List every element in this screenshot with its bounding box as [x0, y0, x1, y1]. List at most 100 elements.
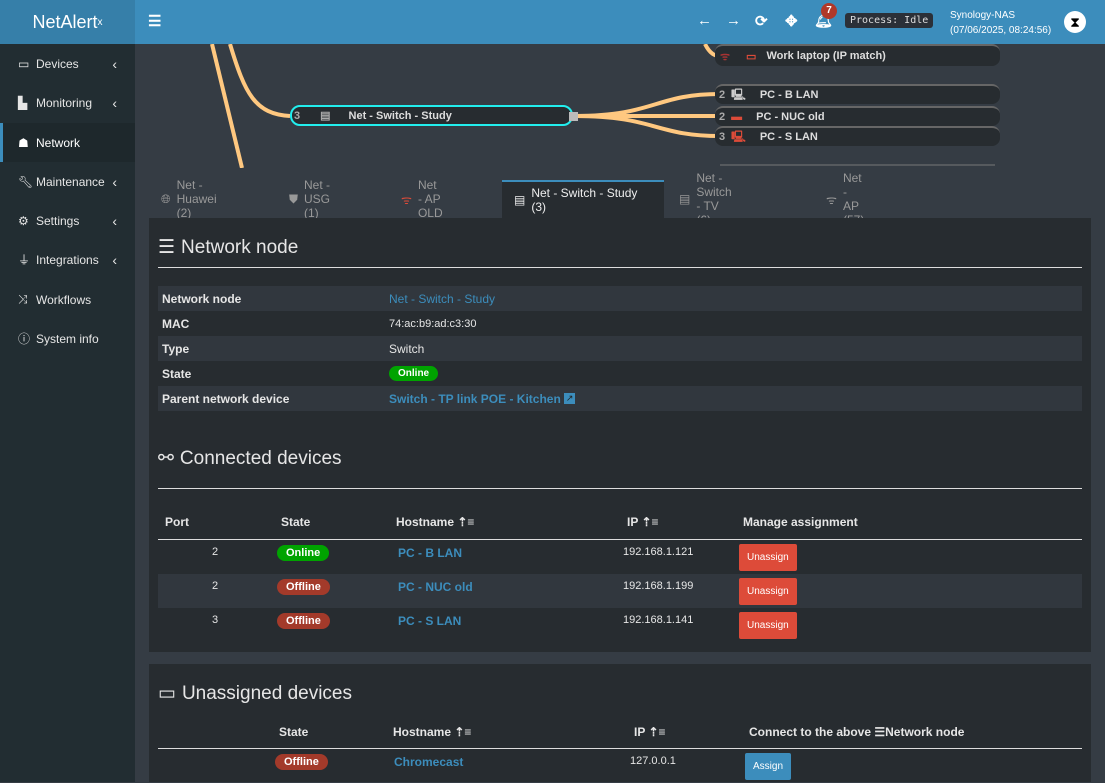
section-title: ⚯ Connected devices — [158, 447, 342, 470]
gear-icon: ⚙ — [18, 213, 29, 228]
sidebar-item-monitoring[interactable]: ▙ Monitoring ‹ — [0, 83, 135, 122]
sidebar-item-label: Integrations — [36, 252, 99, 267]
shield-icon: ⛊ — [289, 191, 299, 206]
process-status: Process: Idle — [845, 13, 934, 28]
chevron-left-icon: ‹ — [112, 55, 117, 72]
external-link-icon[interactable]: ↗ — [563, 393, 576, 404]
network-node-link[interactable]: Net - Switch - Study — [389, 291, 496, 306]
tab-net-usg[interactable]: ⛊ Net - USG (1) — [277, 178, 342, 220]
desktop-icon: 🖳︎ — [731, 88, 746, 101]
column-header-ip[interactable]: IP ⇡≡ — [634, 725, 666, 739]
column-header-state[interactable]: State — [279, 725, 309, 739]
tree-node-label: PC - S LAN — [759, 131, 818, 143]
forward-arrow-icon[interactable]: → — [726, 12, 741, 29]
parent-device-link[interactable]: Switch - TP link POE - Kitchen — [389, 391, 561, 406]
refresh-icon[interactable]: ⟳ — [755, 13, 768, 30]
tab-label: Net - Huawei (2) — [176, 178, 217, 220]
sidebar-item-network[interactable]: ☗ Network — [0, 123, 135, 162]
detail-row: Network node Net - Switch - Study — [158, 286, 1082, 311]
chevron-left-icon: ‹ — [112, 212, 117, 229]
port-cell: 2 — [212, 580, 219, 592]
table-header-divider — [158, 748, 1082, 749]
sidebar-item-workflows[interactable]: ⤨ Workflows — [0, 280, 135, 319]
hostname-link[interactable]: Chromecast — [394, 755, 464, 769]
table-row: Offline Chromecast 127.0.0.1 Assign — [158, 749, 1082, 783]
sidebar-item-maintenance[interactable]: 🔧︎ Maintenance ‹ — [0, 162, 135, 201]
back-arrow-icon[interactable]: ← — [697, 12, 712, 29]
table-row: 3 Offline PC - S LAN 192.168.1.141 Unassign — [158, 608, 1082, 642]
status-badge: Offline — [277, 613, 330, 629]
ip-cell: 192.168.1.199 — [623, 580, 694, 592]
sidebar-item-devices[interactable]: ▭ Devices ‹ — [0, 44, 135, 83]
move-icon[interactable]: ✥ — [785, 13, 798, 30]
table-row: 2 Offline PC - NUC old 192.168.1.199 Unassig… — [158, 574, 1082, 608]
tree-node-child[interactable]: 2 ▬ PC - NUC old — [715, 106, 1000, 126]
status-badge: Online — [277, 545, 330, 561]
sort-icon: ⇡≡ — [457, 515, 475, 529]
tab-net-switch-study[interactable]: ▤ Net - Switch - Study (3) — [502, 180, 664, 218]
table-header-divider — [158, 539, 1082, 540]
tree-node-label: PC - NUC old — [756, 111, 825, 123]
tree-node-label: PC - B LAN — [759, 89, 819, 101]
collapse-handle[interactable] — [569, 112, 578, 121]
tab-net-ap-old[interactable]: ᯤ Net - AP OLD — [389, 178, 455, 220]
server-name: Synology-NAS — [950, 10, 1016, 21]
column-header-hostname[interactable]: Hostname ⇡≡ — [396, 515, 474, 529]
tree-node-child[interactable]: 2 🖳︎ PC - B LAN — [715, 84, 1000, 104]
switch-icon: ▤ — [320, 110, 331, 122]
section-title: ☰ Network node — [158, 236, 298, 259]
column-header-manage: Manage assignment — [743, 515, 858, 529]
sidebar: ▭ Devices ‹ ▙ Monitoring ‹ ☗ Network 🔧︎ Mainte… — [0, 44, 135, 782]
hostname-link[interactable]: PC - B LAN — [398, 546, 462, 560]
sidebar-item-settings[interactable]: ⚙ Settings ‹ — [0, 201, 135, 240]
unassign-button[interactable]: Unassign — [739, 578, 797, 605]
header-label: Network node — [885, 725, 965, 739]
column-header-port[interactable]: Port — [165, 515, 189, 529]
user-avatar[interactable]: ⧗ — [1064, 11, 1086, 33]
status-badge: Offline — [275, 754, 328, 770]
sidebar-item-integrations[interactable]: ⏚ Integrations ‹ — [0, 240, 135, 279]
server-datetime: (07/06/2025, 08:24:56) — [950, 25, 1052, 36]
type-value: Switch — [389, 341, 425, 356]
tree-node-selected[interactable]: 3 ▤ Net - Switch - Study — [290, 105, 573, 126]
chart-icon: ▙ — [18, 95, 28, 110]
wifi-icon: ᯤ — [401, 192, 412, 207]
info-icon: ⓘ — [18, 332, 31, 346]
divider — [158, 267, 1082, 268]
unassign-button[interactable]: Unassign — [739, 544, 797, 571]
detail-row: MAC 74:ac:b9:ad:c3:30 — [158, 311, 1082, 336]
top-header — [0, 0, 1105, 44]
menu-toggle-icon[interactable]: ☰ — [148, 13, 162, 30]
port-cell: 3 — [212, 614, 219, 626]
unassign-button[interactable]: Unassign — [739, 612, 797, 639]
sidebar-item-label: Network — [36, 135, 81, 150]
sidebar-item-label: Workflows — [36, 292, 92, 307]
tab-net-switch-tv[interactable]: ▤ Net - Switch - TV (6) — [667, 171, 744, 227]
tree-node-label: Work laptop (IP match) — [766, 50, 886, 62]
column-header-hostname[interactable]: Hostname ⇡≡ — [393, 725, 471, 739]
table-row: 2 Online PC - B LAN 192.168.1.121 Unassign — [158, 540, 1082, 574]
laptop-icon: ▭ — [158, 683, 176, 704]
header-label: IP — [627, 515, 639, 529]
hostname-link[interactable]: PC - NUC old — [398, 580, 473, 594]
assign-button[interactable]: Assign — [745, 753, 792, 780]
sort-icon: ⇡≡ — [648, 725, 666, 739]
hostname-link[interactable]: PC - S LAN — [398, 614, 462, 628]
logo[interactable]: NetAlert x — [0, 0, 135, 44]
network-tree[interactable]: ᯤ ▭ Work laptop (IP match) 3 ▤ Net - Switch … — [135, 44, 1105, 168]
tree-node-work-laptop[interactable]: ᯤ ▭ Work laptop (IP match) — [715, 44, 1000, 66]
column-header-state[interactable]: State — [281, 515, 311, 529]
port-number: 3 — [719, 131, 726, 143]
sidebar-item-label: System info — [36, 331, 99, 346]
sidebar-item-system-info[interactable]: ⓘ System info — [0, 319, 135, 358]
divider — [158, 488, 1082, 489]
sidebar-item-label: Devices — [36, 56, 79, 71]
column-header-ip[interactable]: IP ⇡≡ — [627, 515, 659, 529]
header-label: IP — [634, 725, 646, 739]
header-label: Connect to the above — [749, 725, 872, 739]
ip-cell: 127.0.0.1 — [630, 755, 676, 767]
tree-node-child[interactable]: 3 🖳︎ PC - S LAN — [715, 126, 1000, 146]
port-cell: 2 — [212, 546, 219, 558]
tab-net-huawei[interactable]: 🌐︎ Net - Huawei (2) — [149, 178, 229, 220]
